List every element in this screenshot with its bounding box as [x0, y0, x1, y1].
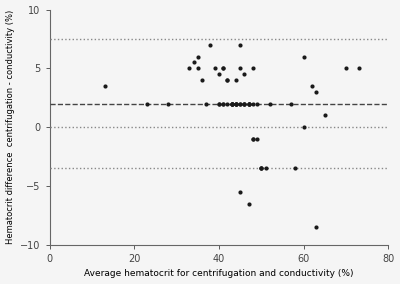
Point	[224, 101, 230, 106]
Point	[233, 78, 239, 82]
Point	[245, 101, 252, 106]
Point	[237, 190, 243, 194]
Point	[343, 66, 349, 71]
Point	[233, 101, 239, 106]
Point	[199, 78, 205, 82]
Point	[233, 101, 239, 106]
Point	[245, 101, 252, 106]
Point	[212, 66, 218, 71]
Point	[262, 166, 269, 171]
Point	[216, 101, 222, 106]
Point	[241, 72, 248, 76]
Point	[228, 101, 235, 106]
Point	[258, 166, 264, 171]
Point	[313, 90, 320, 94]
Point	[237, 43, 243, 47]
Point	[300, 54, 307, 59]
X-axis label: Average hematocrit for centrifugation and conductivity (%): Average hematocrit for centrifugation an…	[84, 270, 354, 278]
Point	[207, 43, 214, 47]
Point	[241, 101, 248, 106]
Point	[203, 101, 210, 106]
Point	[237, 101, 243, 106]
Point	[241, 101, 248, 106]
Point	[250, 137, 256, 141]
Point	[224, 78, 230, 82]
Point	[233, 101, 239, 106]
Point	[220, 66, 226, 71]
Point	[194, 54, 201, 59]
Point	[258, 166, 264, 171]
Point	[356, 66, 362, 71]
Point	[220, 101, 226, 106]
Point	[250, 101, 256, 106]
Point	[309, 84, 315, 88]
Point	[186, 66, 192, 71]
Point	[233, 101, 239, 106]
Point	[194, 66, 201, 71]
Point	[313, 225, 320, 229]
Point	[245, 201, 252, 206]
Point	[228, 101, 235, 106]
Point	[292, 166, 298, 171]
Point	[250, 137, 256, 141]
Point	[190, 60, 197, 65]
Point	[245, 101, 252, 106]
Point	[300, 125, 307, 130]
Y-axis label: Hematocrit difference  centrifugation - conductivity (%): Hematocrit difference centrifugation - c…	[6, 10, 14, 244]
Point	[216, 72, 222, 76]
Point	[322, 113, 328, 118]
Point	[165, 101, 171, 106]
Point	[288, 101, 294, 106]
Point	[254, 101, 260, 106]
Point	[228, 101, 235, 106]
Point	[101, 84, 108, 88]
Point	[220, 66, 226, 71]
Point	[266, 101, 273, 106]
Point	[241, 101, 248, 106]
Point	[220, 101, 226, 106]
Point	[258, 166, 264, 171]
Point	[250, 66, 256, 71]
Point	[237, 101, 243, 106]
Point	[245, 101, 252, 106]
Point	[224, 78, 230, 82]
Point	[254, 137, 260, 141]
Point	[228, 101, 235, 106]
Point	[237, 66, 243, 71]
Point	[228, 101, 235, 106]
Point	[144, 101, 150, 106]
Point	[216, 101, 222, 106]
